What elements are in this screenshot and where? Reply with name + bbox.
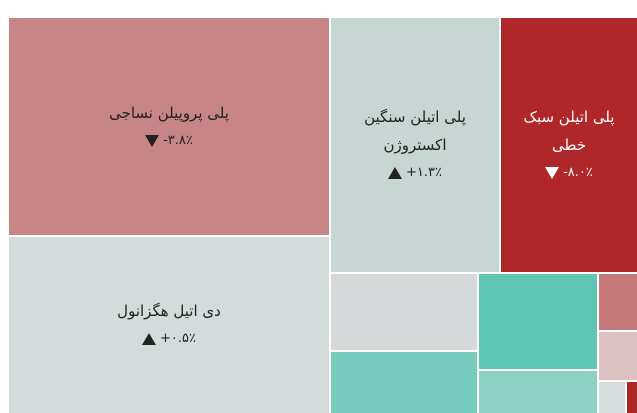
tile-name: پلی اتیلن سنگین اکستروژن <box>364 108 466 154</box>
tile-change: +۱.۳٪ <box>388 159 442 187</box>
tile <box>599 382 625 413</box>
tile: دی اتیل هگزانول +۰.۵٪ <box>9 237 329 413</box>
tile <box>599 332 637 380</box>
change-value: -۸.۰٪ <box>563 165 593 180</box>
change-arrow <box>145 134 160 147</box>
tile <box>331 352 477 413</box>
tile-name: پلی اتیلن سبک خطی <box>523 108 615 154</box>
change-value: +۰.۵٪ <box>160 331 196 346</box>
tile-name: پلی پروپیلن نساجی <box>109 103 229 122</box>
tile-change: -۸.۰٪ <box>545 159 593 187</box>
change-arrow <box>545 167 560 179</box>
change-arrow <box>388 167 403 179</box>
tile: پلی پروپیلن نساجی -۳.۸٪ <box>9 18 329 235</box>
tile: پلی اتیلن سنگین اکستروژن +۱.۳٪ <box>331 18 499 272</box>
change-value: +۱.۳٪ <box>406 165 442 180</box>
tile <box>479 274 597 369</box>
change-value: -۳.۸٪ <box>163 132 193 148</box>
tile-change: -۳.۸٪ <box>145 127 193 155</box>
tile <box>331 274 477 350</box>
tile <box>599 274 637 330</box>
tile: پلی اتیلن سبک خطی -۸.۰٪ <box>501 18 637 272</box>
change-arrow <box>142 333 157 345</box>
tile-name: دی اتیل هگزانول <box>117 302 221 320</box>
tile-change: +۰.۵٪ <box>142 325 196 353</box>
tile <box>479 371 597 413</box>
tile <box>627 382 637 413</box>
